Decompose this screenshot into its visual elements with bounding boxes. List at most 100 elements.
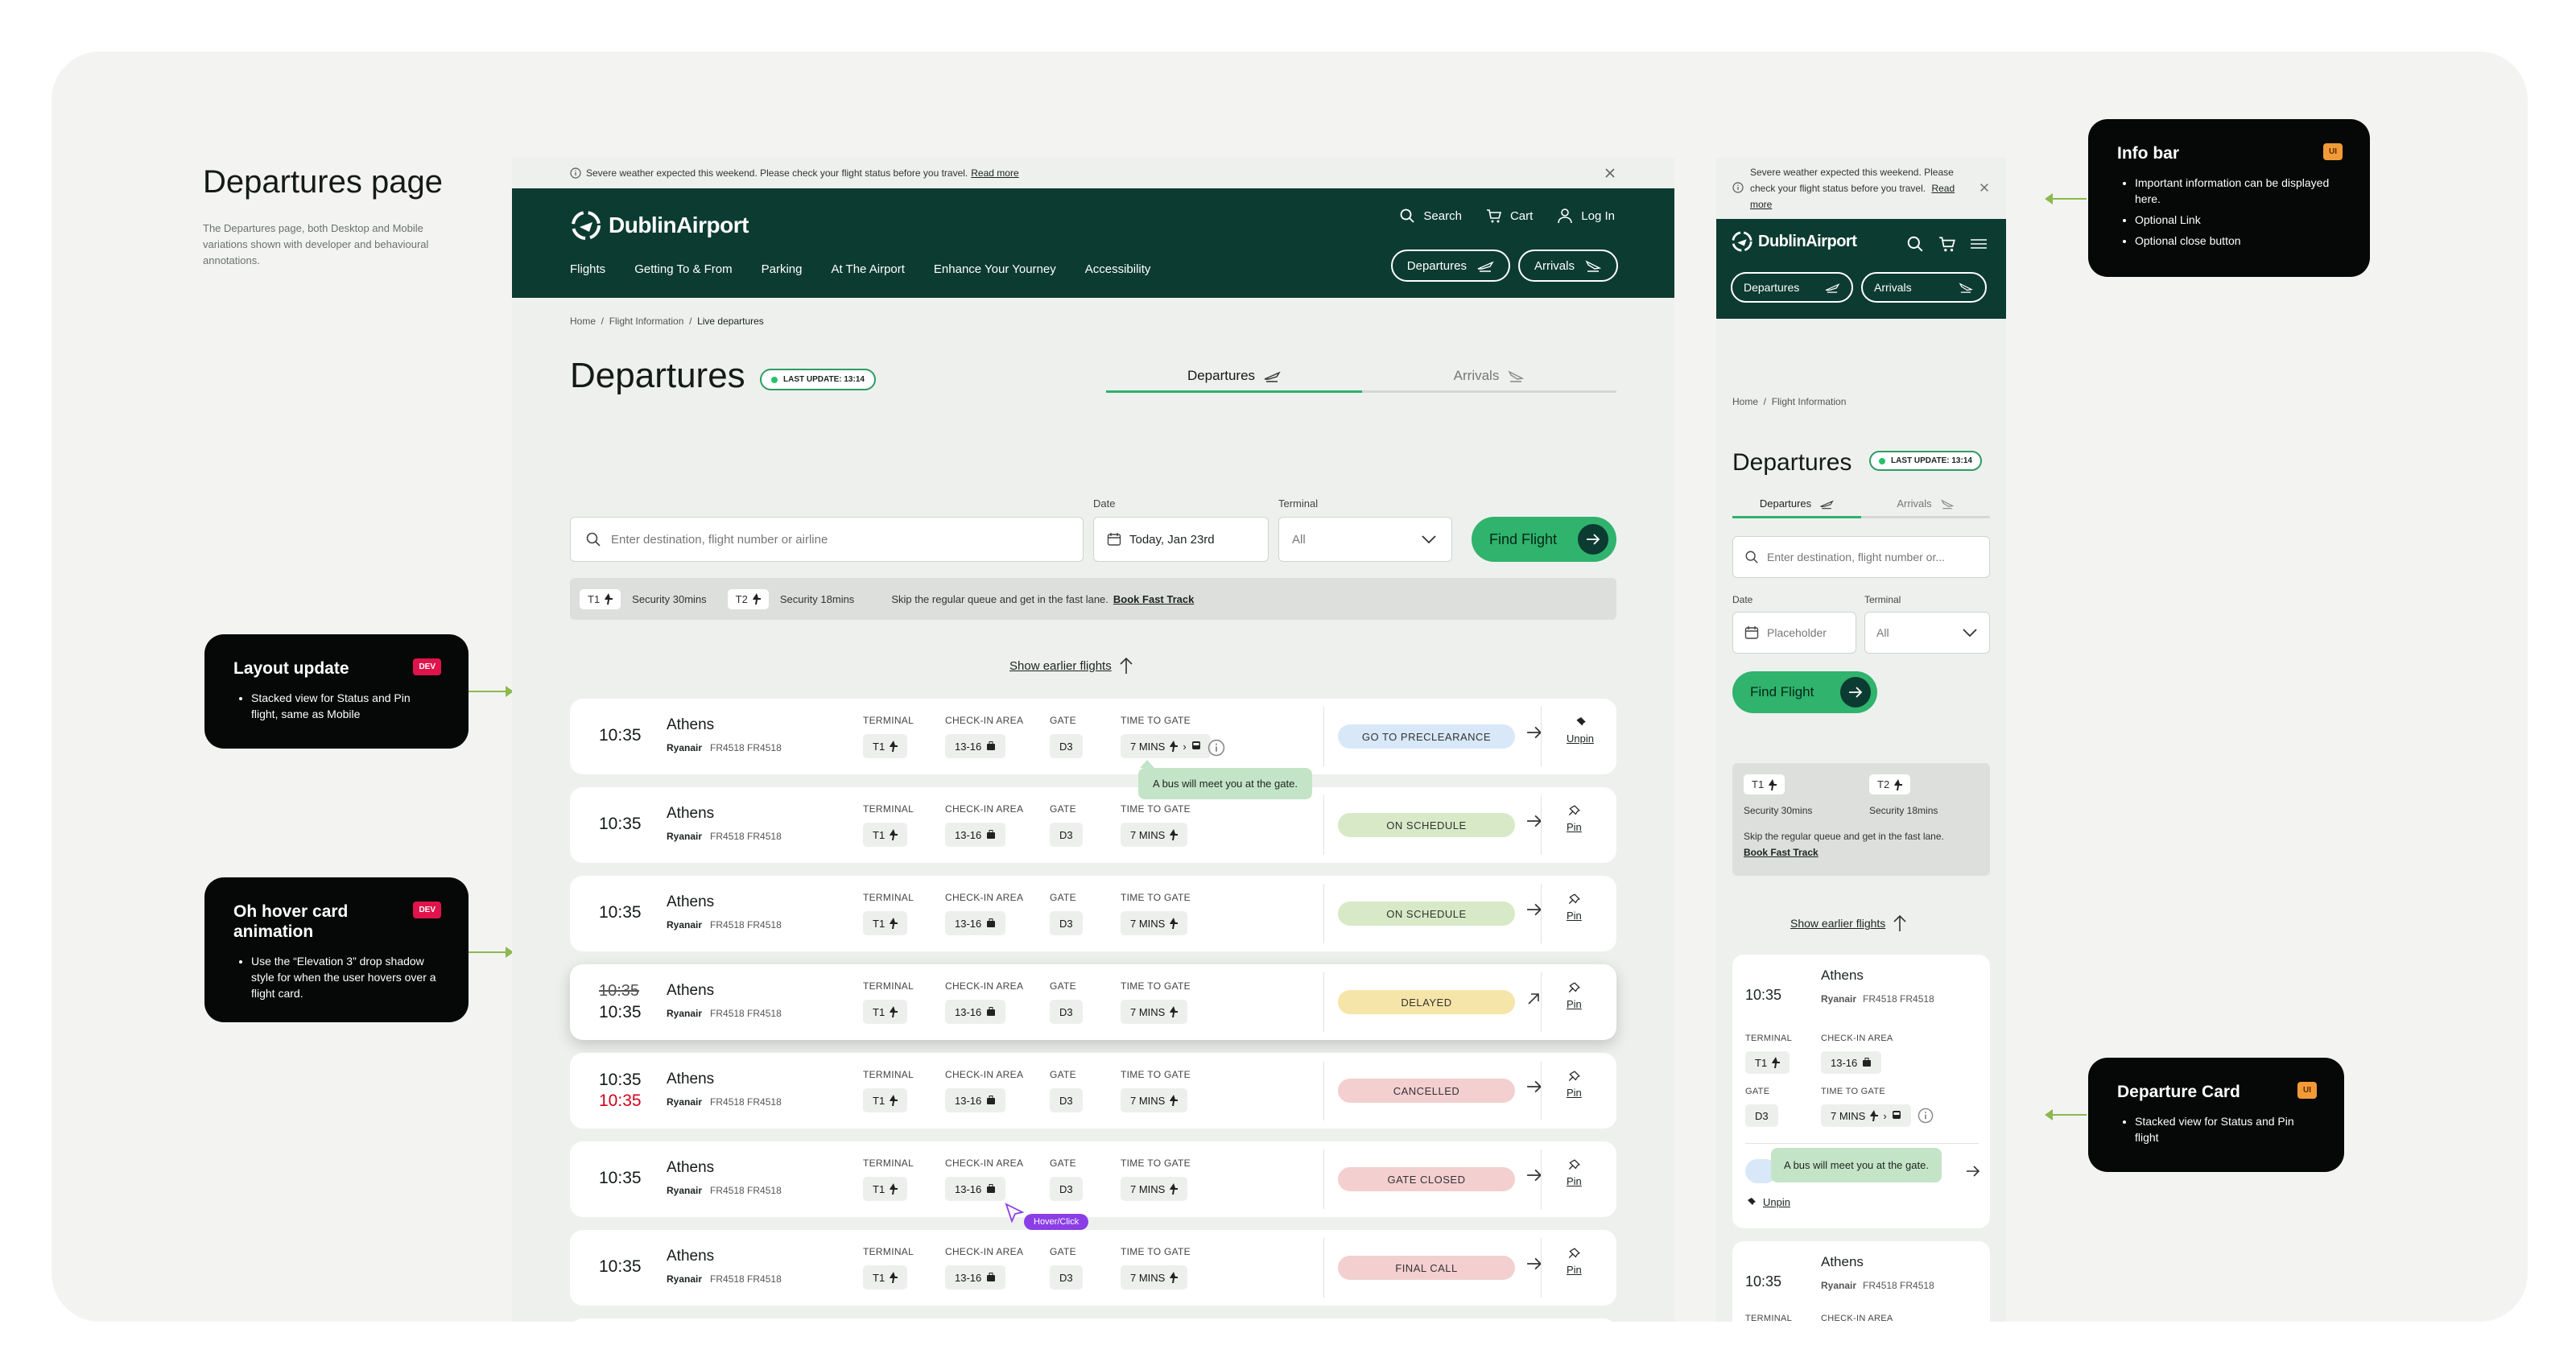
pin-button[interactable]: Pin bbox=[1567, 1248, 1582, 1276]
find-flight-button[interactable]: Find Flight bbox=[1472, 517, 1616, 562]
arrivals-pill[interactable]: Arrivals bbox=[1517, 250, 1618, 282]
divider bbox=[1541, 884, 1542, 943]
departure-time: 10:35 bbox=[599, 1169, 642, 1187]
nav-parking[interactable]: Parking bbox=[761, 262, 803, 276]
find-flight-button[interactable]: Find Flight bbox=[1732, 671, 1877, 713]
destination: Athens bbox=[1821, 1254, 1864, 1269]
cart-icon[interactable] bbox=[1938, 235, 1956, 253]
nav-pills: Departures Arrivals bbox=[1390, 250, 1618, 282]
flight-details-button[interactable] bbox=[1526, 1169, 1542, 1182]
flight-details-button[interactable] bbox=[1526, 903, 1542, 916]
connector bbox=[2045, 193, 2087, 204]
tab-departures[interactable]: Departures bbox=[1106, 361, 1362, 393]
book-fast-track-link[interactable]: Book Fast Track bbox=[1113, 592, 1195, 605]
terminal-header: TERMINAL bbox=[863, 715, 914, 726]
arrow-right-icon bbox=[1527, 726, 1542, 739]
flight-card[interactable]: 10:35 10:35 Athens Ryanair FR4518 FR4518 TERM… bbox=[570, 964, 1616, 1040]
pin-button[interactable]: Pin bbox=[1567, 805, 1582, 833]
tab-arrivals[interactable]: Arrivals bbox=[1861, 491, 1990, 518]
luggage-icon bbox=[987, 741, 996, 750]
mobile-flight-card[interactable]: 10:35 Athens Ryanair FR4518 FR4518 TERMIN… bbox=[1732, 1241, 1990, 1322]
search-icon bbox=[1745, 551, 1758, 563]
crumb-flight-info[interactable]: Flight Information bbox=[1771, 396, 1847, 407]
walk-icon bbox=[1772, 1057, 1781, 1068]
terminal-header: TERMINAL bbox=[863, 1157, 914, 1169]
crumb-flight-info[interactable]: Flight Information bbox=[609, 316, 684, 327]
pin-button[interactable]: Pin bbox=[1567, 1071, 1582, 1099]
nav-getting-to-from[interactable]: Getting To & From bbox=[634, 262, 733, 276]
nav-enhance-journey[interactable]: Enhance Your Yourney bbox=[933, 262, 1056, 276]
date-picker[interactable]: Placeholder bbox=[1732, 612, 1856, 654]
arrivals-pill[interactable]: Arrivals bbox=[1861, 272, 1987, 303]
terminal-select[interactable]: All bbox=[1864, 612, 1990, 654]
pin-button[interactable]: Pin bbox=[1567, 1159, 1582, 1187]
note-bullet: Stacked view for Status and Pin flight bbox=[2135, 1113, 2315, 1145]
info-icon[interactable] bbox=[1208, 739, 1225, 757]
luggage-icon bbox=[1863, 1058, 1872, 1067]
terminal-header: TERMINAL bbox=[1745, 1034, 1793, 1043]
logo[interactable]: DublinAirport bbox=[570, 209, 749, 241]
cart-button[interactable]: Cart bbox=[1486, 208, 1533, 224]
flight-details-button[interactable] bbox=[1526, 1080, 1542, 1093]
show-earlier-flights[interactable]: Show earlier flights bbox=[1790, 914, 1906, 932]
terminal-value: T1 bbox=[1755, 1056, 1768, 1069]
login-button[interactable]: Log In bbox=[1557, 208, 1615, 224]
close-icon[interactable] bbox=[1604, 167, 1616, 180]
search-button[interactable]: Search bbox=[1399, 208, 1462, 224]
nav-at-the-airport[interactable]: At The Airport bbox=[831, 262, 905, 276]
crumb-home[interactable]: Home bbox=[1732, 396, 1759, 407]
date-picker[interactable]: Today, Jan 23rd bbox=[1093, 517, 1269, 562]
departure-time: 10:35 bbox=[599, 903, 642, 922]
page-title: Departures bbox=[570, 356, 745, 395]
terminal-select[interactable]: All bbox=[1278, 517, 1452, 562]
read-more-link[interactable]: Read more bbox=[971, 167, 1019, 179]
nav-accessibility[interactable]: Accessibility bbox=[1084, 262, 1151, 276]
divider bbox=[1323, 884, 1324, 943]
close-icon[interactable] bbox=[1979, 182, 1990, 193]
checkin-value: 13-16 bbox=[955, 917, 982, 930]
t2-security: Security 18mins bbox=[1869, 805, 1938, 816]
info-icon[interactable] bbox=[1918, 1108, 1934, 1124]
find-label: Find Flight bbox=[1750, 684, 1814, 699]
read-more-link[interactable]: Read more bbox=[1750, 183, 1955, 210]
unpin-button[interactable]: Unpin bbox=[1745, 1196, 1790, 1208]
departures-pill[interactable]: Departures bbox=[1390, 250, 1510, 282]
nav-flights[interactable]: Flights bbox=[570, 262, 606, 276]
flight-details-button[interactable] bbox=[1526, 992, 1541, 1006]
crumb-home[interactable]: Home bbox=[570, 316, 597, 327]
note-bullet: Important information can be displayed h… bbox=[2135, 175, 2341, 207]
mobile-flight-card[interactable]: 10:35 Athens Ryanair FR4518 FR4518 TERMIN… bbox=[1732, 955, 1990, 1228]
show-earlier-flights[interactable]: Show earlier flights bbox=[1009, 657, 1133, 675]
logo[interactable]: DublinAirport bbox=[1731, 230, 1857, 253]
flight-details-button[interactable] bbox=[1526, 815, 1542, 827]
flight-card[interactable]: 10:35 10:35 Athens Ryanair FR4518 FR4518 TERM… bbox=[570, 1053, 1616, 1129]
cart-label: Cart bbox=[1509, 208, 1534, 223]
search-icon[interactable] bbox=[1906, 235, 1924, 253]
tab-arrivals[interactable]: Arrivals bbox=[1362, 361, 1616, 393]
flight-details-button[interactable] bbox=[1526, 726, 1542, 739]
ttg-chip: 7 MINS › bbox=[1121, 734, 1211, 758]
tab-departures[interactable]: Departures bbox=[1732, 491, 1861, 518]
search-input[interactable]: Enter destination, flight number or... bbox=[1732, 536, 1990, 578]
pin-button[interactable]: Pin bbox=[1567, 982, 1582, 1010]
search-input[interactable]: Enter destination, flight number or airl… bbox=[570, 517, 1084, 562]
pin-button[interactable]: Pin bbox=[1567, 893, 1582, 922]
departures-pill[interactable]: Departures bbox=[1731, 272, 1853, 303]
departure-time: 10:35 bbox=[599, 726, 642, 745]
arrow-right-icon[interactable] bbox=[1966, 1166, 1980, 1177]
flight-details-button[interactable] bbox=[1526, 1257, 1542, 1270]
menu-icon[interactable] bbox=[1971, 238, 1987, 250]
walk-icon bbox=[1894, 778, 1903, 790]
mobile-info-bar: Severe weather expected this weekend. Pl… bbox=[1716, 158, 2006, 219]
pin-button[interactable]: Unpin bbox=[1567, 716, 1594, 745]
checkin-header: CHECK-IN AREA bbox=[945, 715, 1024, 726]
book-fast-track-link[interactable]: Book Fast Track bbox=[1744, 847, 1818, 858]
luggage-icon bbox=[987, 1273, 996, 1281]
status-pill: CANCELLED bbox=[1338, 1079, 1515, 1103]
